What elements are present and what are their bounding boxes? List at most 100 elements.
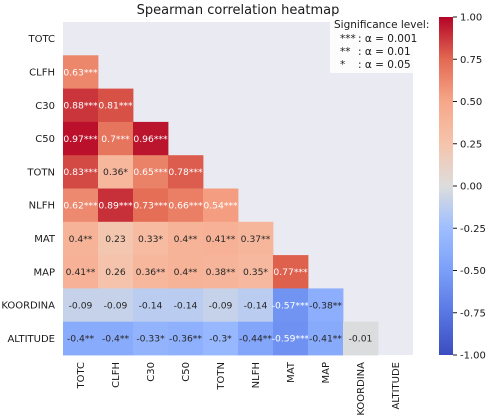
heatmap-cell xyxy=(133,255,169,289)
heatmap-cell xyxy=(308,288,344,323)
heatmap-cell xyxy=(168,221,204,256)
heatmap-cell xyxy=(133,221,169,256)
heatmap-cell xyxy=(63,88,99,123)
heatmap-cell xyxy=(308,321,344,356)
row-tick-label: KOORDINA xyxy=(1,301,55,312)
heatmap-cell xyxy=(63,55,99,89)
colorbar-tick-label: -0.50 xyxy=(460,266,486,277)
column-tick-label: CLFH xyxy=(111,362,122,388)
cell-value-label: 0.88*** xyxy=(63,101,98,112)
legend-box xyxy=(330,16,432,73)
heatmap-cell xyxy=(203,221,239,256)
row-tick-label: CLFH xyxy=(29,67,55,78)
row-tick-label: ALTITUDE xyxy=(7,334,55,345)
heatmap-cell xyxy=(238,321,274,356)
legend-text-1: : α = 0.01 xyxy=(358,46,411,58)
heatmap-cell xyxy=(273,255,309,289)
heatmap-cell xyxy=(238,288,274,323)
cell-value-label: 0.73*** xyxy=(133,200,168,211)
heatmap-cell xyxy=(63,255,99,289)
row-tick-label: MAT xyxy=(34,234,56,245)
heatmap-cell xyxy=(63,188,99,223)
heatmap-cell xyxy=(133,121,169,156)
colorbar-tick-label: 0.25 xyxy=(460,139,482,150)
legend-symbol-0: *** xyxy=(340,33,356,45)
heatmap-cell xyxy=(133,188,169,223)
heatmap-cells: 0.63*** 0.88*** 0.81*** 0.97*** 0.7*** 0.96**… xyxy=(63,55,379,356)
row-tick-labels: TOTC CLFH C30 C50 TOTN NLFH MAT MAP KOORDINA ALTI… xyxy=(1,34,56,345)
colorbar-tick-label: -0.25 xyxy=(460,224,486,235)
heatmap-cell xyxy=(133,321,169,356)
cell-value-label: -0.09 xyxy=(69,300,93,311)
colorbar-gradient xyxy=(439,17,453,355)
row-tick-label: TOTN xyxy=(26,167,55,178)
column-tick-label: TOTN xyxy=(216,362,227,391)
heatmap-cell xyxy=(63,121,99,156)
row-tick-label: TOTC xyxy=(28,34,56,45)
column-tick-label: MAT xyxy=(286,361,297,383)
heatmap-cell xyxy=(98,255,134,289)
cell-value-label: -0.57*** xyxy=(272,300,310,311)
cell-value-label: -0.59*** xyxy=(272,334,310,345)
heatmap-cell xyxy=(98,288,134,323)
heatmap-cell xyxy=(273,321,309,356)
heatmap-cell xyxy=(203,188,239,223)
legend-title: Significance level: xyxy=(334,19,429,31)
heatmap-cell xyxy=(63,321,99,356)
cell-value-label: -0.38** xyxy=(309,300,342,311)
cell-value-label: 0.4** xyxy=(69,234,93,245)
cell-value-label: -0.33* xyxy=(136,334,165,345)
cell-value-label: 0.33* xyxy=(138,234,163,245)
cell-value-label: 0.96*** xyxy=(133,134,168,145)
row-tick-label: C50 xyxy=(35,134,55,145)
row-tick-label: C30 xyxy=(35,101,55,112)
legend-symbol-1: ** xyxy=(340,46,351,58)
row-tick-label: NLFH xyxy=(29,201,55,212)
column-tick-labels: TOTC CLFH C30 C50 TOTN NLFH MAT MAP KOORDINA ALTI… xyxy=(76,361,402,416)
legend-text-0: : α = 0.001 xyxy=(358,33,417,45)
cell-value-label: -0.01 xyxy=(349,334,373,345)
colorbar-tick-label: -1.00 xyxy=(460,351,486,362)
cell-value-label: 0.97*** xyxy=(63,134,98,145)
cell-value-label: 0.4** xyxy=(174,234,198,245)
heatmap-cell xyxy=(203,288,239,323)
heatmap-cell xyxy=(343,321,379,356)
heatmap-cell xyxy=(63,288,99,323)
column-tick-label: KOORDINA xyxy=(356,362,367,416)
cell-value-label: -0.09 xyxy=(104,300,128,311)
cell-value-label: 0.83*** xyxy=(63,167,98,178)
heatmap-cell xyxy=(133,288,169,323)
cell-value-label: 0.36** xyxy=(136,267,166,278)
heatmap-cell xyxy=(203,255,239,289)
cell-value-label: 0.35* xyxy=(243,267,268,278)
cell-value-label: 0.77*** xyxy=(273,267,308,278)
column-tick-label: NLFH xyxy=(251,362,262,388)
cell-value-label: -0.14 xyxy=(174,300,198,311)
heatmap-cell xyxy=(98,155,134,189)
heatmap-cell xyxy=(168,188,204,223)
column-tick-label: C30 xyxy=(146,362,157,382)
colorbar-tick-label: 0.75 xyxy=(460,55,482,66)
heatmap-cell xyxy=(63,155,99,189)
column-tick-label: TOTC xyxy=(76,362,87,390)
cell-value-label: 0.36* xyxy=(103,167,128,178)
column-tick-label: ALTITUDE xyxy=(391,362,402,410)
colorbar-tick-label: 0.00 xyxy=(460,182,482,193)
heatmap-cell xyxy=(63,221,99,256)
cell-value-label: 0.41** xyxy=(66,267,96,278)
heatmap-cell xyxy=(238,255,274,289)
cell-value-label: 0.66*** xyxy=(168,200,203,211)
cell-value-label: 0.81*** xyxy=(98,101,133,112)
cell-value-label: 0.63*** xyxy=(63,67,98,78)
cell-value-label: 0.65*** xyxy=(133,167,168,178)
heatmap-cell xyxy=(273,288,309,323)
cell-value-label: 0.41** xyxy=(206,234,236,245)
heatmap-cell xyxy=(98,121,134,156)
colorbar-tick-label: 1.00 xyxy=(460,13,482,24)
cell-value-label: -0.14 xyxy=(139,300,163,311)
chart-title: Spearman correlation heatmap xyxy=(137,3,340,18)
heatmap-cell xyxy=(98,88,134,123)
legend-symbol-2: * xyxy=(340,59,345,71)
legend-text-2: : α = 0.05 xyxy=(358,59,411,71)
